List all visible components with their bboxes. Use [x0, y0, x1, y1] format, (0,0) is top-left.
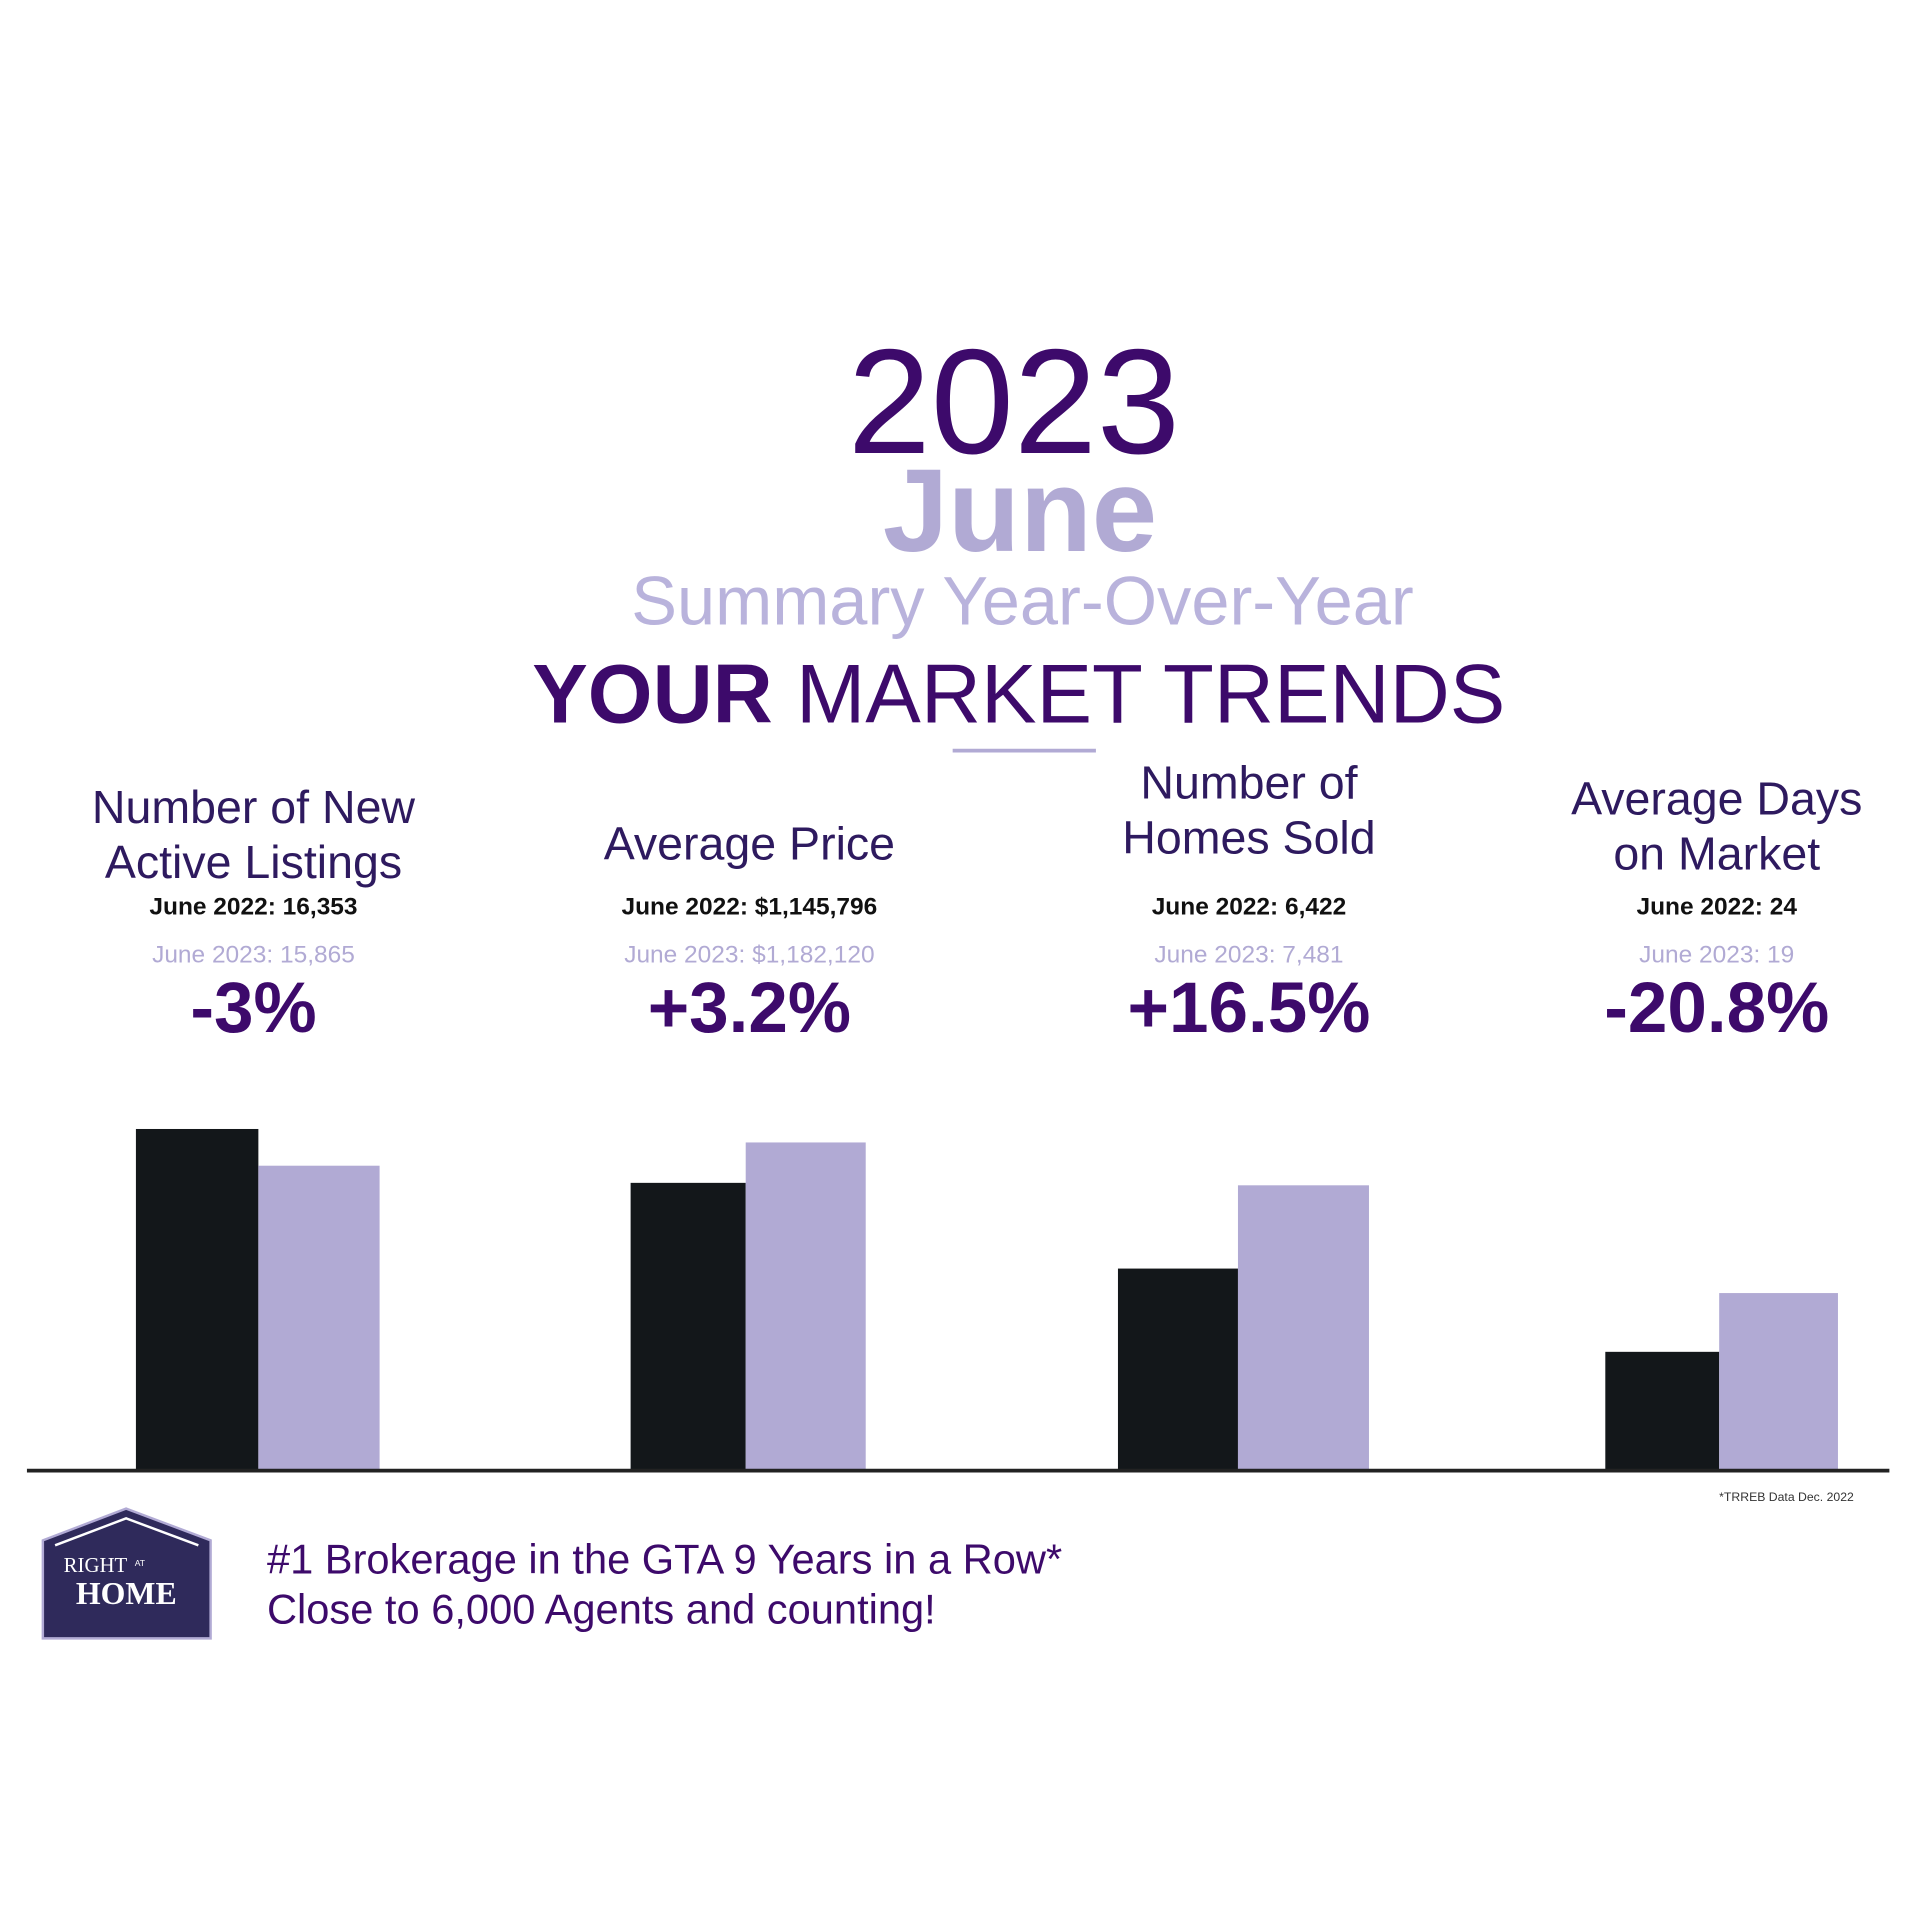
prior-value: June 2022: 24: [1636, 894, 1797, 921]
change: -20.8%: [1604, 969, 1829, 1048]
metric-label: Active Listings: [105, 836, 402, 888]
metric-label: Average Days: [1571, 772, 1862, 824]
metric-label: Number of: [1140, 756, 1357, 808]
logo: RIGHT AT HOME: [41, 1507, 212, 1640]
change: +3.2%: [648, 969, 851, 1048]
change: -3%: [190, 969, 316, 1048]
month: June: [883, 445, 1157, 576]
metric-label: Average Price: [604, 818, 895, 870]
title-bold: YOUR: [532, 647, 773, 740]
year: 2023: [848, 318, 1180, 485]
title-rest: MARKET TRENDS: [796, 647, 1505, 740]
metric-label: Number of New: [92, 781, 416, 833]
prior-value: June 2022: 6,422: [1152, 894, 1347, 921]
bars: [26, 1128, 1890, 1473]
bar-2022: [1117, 1268, 1238, 1470]
bar-2022: [1605, 1351, 1720, 1470]
logo-home: HOME: [76, 1576, 177, 1611]
current-value: June 2023: $1,182,120: [624, 941, 874, 968]
bar-2023: [258, 1165, 380, 1470]
bar-2022: [630, 1182, 746, 1470]
current-value: June 2023: 15,865: [152, 941, 355, 968]
change: +16.5%: [1128, 969, 1371, 1048]
bar-2023: [1719, 1293, 1838, 1470]
bar-2023: [1237, 1185, 1369, 1470]
current-value: June 2023: 19: [1639, 941, 1794, 968]
metric-label: Homes Sold: [1122, 811, 1375, 863]
footer-line: Close to 6,000 Agents and counting!: [267, 1586, 936, 1633]
prior-value: June 2022: 16,353: [149, 894, 357, 921]
current-value: June 2023: 7,481: [1154, 941, 1343, 968]
logo-roof: [54, 1517, 199, 1547]
logo-right: RIGHT: [64, 1553, 128, 1577]
main-title: YOUR MARKET TRENDS: [532, 647, 1505, 740]
logo-house: [41, 1507, 212, 1640]
footer-line: #1 Brokerage in the GTA 9 Years in a Row…: [267, 1535, 1062, 1582]
metric-label: on Market: [1613, 827, 1820, 879]
footnote: *TRREB Data Dec. 2022: [1719, 1490, 1854, 1504]
bar-2023: [745, 1142, 866, 1470]
logo-at: AT: [135, 1558, 146, 1568]
prior-value: June 2022: $1,145,796: [622, 894, 878, 921]
subtitle: Summary Year-Over-Year: [631, 562, 1413, 639]
bar-2022: [135, 1128, 259, 1470]
